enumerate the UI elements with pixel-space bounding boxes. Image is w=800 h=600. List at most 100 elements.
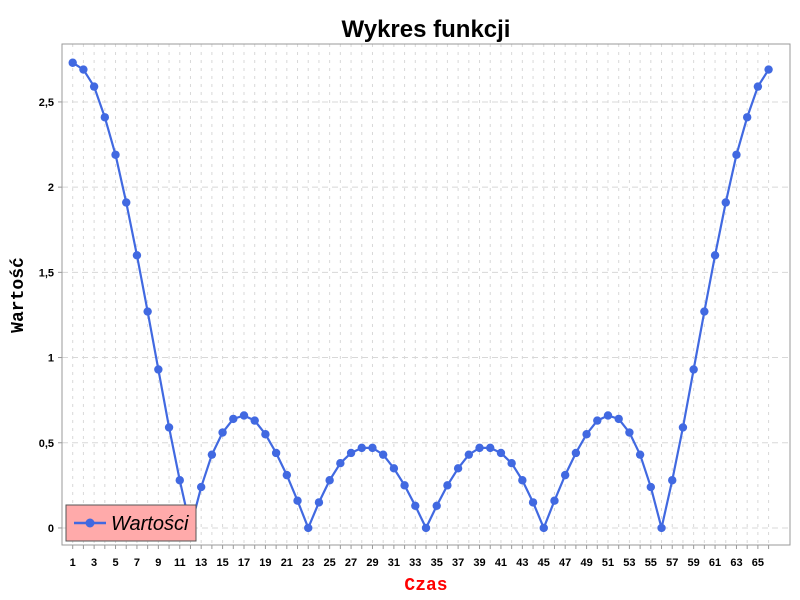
data-point (496, 448, 506, 458)
data-point (357, 443, 366, 453)
data-point (175, 476, 184, 485)
data-point (196, 482, 206, 492)
data-point (700, 307, 709, 316)
series-line (72, 61, 770, 530)
data-point (143, 307, 152, 316)
data-point (293, 496, 302, 505)
data-point (432, 501, 441, 511)
data-point (389, 464, 399, 473)
x-tick-label: 7 (134, 557, 140, 569)
data-point (550, 496, 559, 505)
x-tick-label: 13 (195, 557, 207, 569)
data-point (614, 414, 623, 424)
data-point (560, 470, 570, 480)
data-point (154, 365, 163, 374)
x-tick-label: 29 (366, 557, 378, 569)
x-tick-label: 21 (281, 557, 293, 569)
data-point (678, 423, 688, 432)
x-tick-label: 5 (112, 557, 118, 569)
x-tick-label: 3 (91, 557, 97, 569)
x-tick-label: 59 (688, 557, 700, 569)
x-tick-label: 57 (666, 557, 678, 569)
data-point (593, 416, 602, 425)
x-tick-label: 47 (559, 557, 571, 569)
data-point (475, 443, 484, 453)
x-tick-label: 63 (730, 557, 742, 569)
y-tick-label: 2 (48, 182, 54, 194)
x-tick-label: 45 (538, 557, 550, 569)
x-tick-label: 65 (752, 557, 764, 569)
data-point (668, 476, 677, 485)
x-tick-label: 11 (174, 557, 186, 569)
data-point (79, 65, 88, 74)
data-point (657, 523, 666, 533)
x-tick-label: 41 (495, 557, 507, 569)
data-point (764, 65, 773, 74)
x-tick-label: 51 (602, 557, 614, 569)
data-point (635, 450, 645, 459)
data-point (89, 82, 99, 91)
x-tick-label: 19 (259, 557, 271, 569)
data-point (710, 251, 720, 260)
x-tick-label: 15 (216, 557, 228, 569)
data-point (603, 411, 613, 420)
y-tick-label: 1 (48, 353, 54, 365)
data-point (122, 198, 131, 207)
grid (62, 44, 790, 545)
x-tick-label: 23 (302, 557, 314, 569)
data-point (421, 523, 431, 533)
data-point (368, 443, 377, 453)
axes: 00,511,522,51 3 5 7 9 11 13 15 17 19 21 23 25 27 29 31 3… (39, 97, 770, 569)
data-point (582, 430, 591, 439)
x-tick-label: 1 (70, 557, 76, 569)
data-point (486, 443, 495, 453)
data-point (507, 459, 516, 468)
data-point (229, 414, 238, 424)
data-point (68, 58, 77, 67)
y-tick-label: 0 (48, 523, 54, 535)
data-point (261, 430, 270, 439)
data-point (271, 448, 281, 458)
data-point (721, 198, 730, 207)
data-point (282, 470, 292, 480)
x-tick-label: 27 (345, 557, 357, 569)
data-point (250, 416, 259, 425)
data-point (742, 113, 752, 122)
data-point (464, 450, 474, 459)
data-point (314, 498, 324, 507)
x-tick-label: 35 (431, 557, 443, 569)
data-point (400, 481, 409, 490)
data-point (378, 450, 388, 459)
series-wartosci (68, 58, 773, 533)
y-tick-label: 2,5 (39, 97, 54, 109)
y-tick-label: 0,5 (39, 438, 54, 450)
x-axis-label: Czas (404, 576, 447, 596)
data-point (346, 448, 356, 458)
data-point (646, 482, 656, 492)
data-point (325, 476, 334, 485)
x-tick-label: 53 (623, 557, 635, 569)
legend-label: Wartości (111, 513, 189, 535)
x-tick-label: 31 (388, 557, 400, 569)
legend-marker (85, 518, 95, 528)
chart-title: Wykres funkcji (342, 16, 511, 43)
data-point (625, 428, 634, 437)
y-axis-label: Wartość (9, 257, 29, 333)
data-point (753, 82, 763, 91)
x-tick-label: 9 (155, 557, 161, 569)
x-tick-label: 17 (238, 557, 250, 569)
data-point (164, 423, 174, 432)
data-point (304, 523, 313, 533)
data-point (528, 498, 538, 507)
x-tick-label: 55 (645, 557, 657, 569)
x-tick-label: 25 (324, 557, 336, 569)
data-point (132, 251, 142, 260)
data-point (518, 476, 527, 485)
data-point (732, 150, 741, 159)
legend: Wartości (65, 504, 197, 542)
x-tick-label: 43 (516, 557, 528, 569)
data-point (207, 450, 217, 459)
x-tick-label: 49 (580, 557, 592, 569)
x-tick-label: 33 (409, 557, 421, 569)
